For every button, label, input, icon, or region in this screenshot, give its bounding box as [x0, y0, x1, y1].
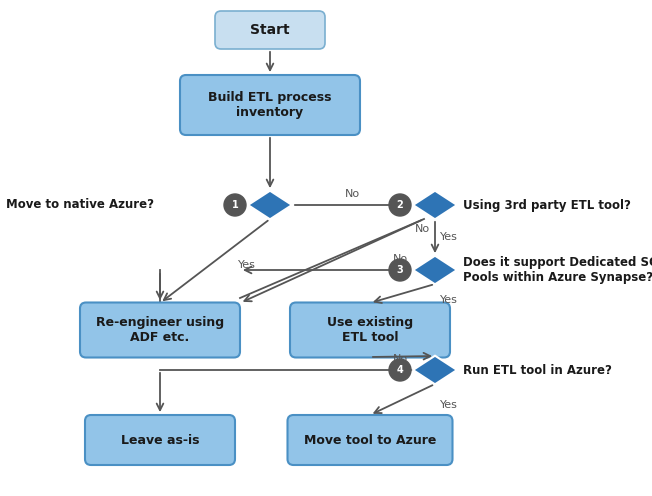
- Text: Build ETL process
inventory: Build ETL process inventory: [208, 91, 332, 119]
- Text: Yes: Yes: [440, 295, 458, 305]
- Text: Yes: Yes: [238, 260, 256, 270]
- Polygon shape: [413, 190, 457, 219]
- FancyBboxPatch shape: [290, 303, 450, 358]
- Text: Run ETL tool in Azure?: Run ETL tool in Azure?: [463, 364, 612, 376]
- Text: 4: 4: [396, 365, 404, 375]
- Text: No: No: [393, 254, 408, 264]
- Text: Move to native Azure?: Move to native Azure?: [6, 198, 154, 211]
- Circle shape: [389, 194, 411, 216]
- Text: No: No: [415, 224, 430, 234]
- Text: Yes: Yes: [440, 400, 458, 410]
- Polygon shape: [413, 356, 457, 384]
- Text: Re-engineer using
ADF etc.: Re-engineer using ADF etc.: [96, 316, 224, 344]
- FancyBboxPatch shape: [80, 303, 240, 358]
- Circle shape: [224, 194, 246, 216]
- Text: Move tool to Azure: Move tool to Azure: [304, 434, 436, 446]
- Text: Yes: Yes: [440, 232, 458, 242]
- Text: 3: 3: [396, 265, 404, 275]
- FancyBboxPatch shape: [215, 11, 325, 49]
- Text: Does it support Dedicated SQL
Pools within Azure Synapse?: Does it support Dedicated SQL Pools with…: [463, 256, 652, 284]
- Circle shape: [389, 359, 411, 381]
- Polygon shape: [413, 256, 457, 284]
- Text: 2: 2: [396, 200, 404, 210]
- Circle shape: [389, 259, 411, 281]
- Text: 1: 1: [231, 200, 239, 210]
- Text: No: No: [344, 189, 359, 199]
- FancyBboxPatch shape: [288, 415, 452, 465]
- Text: Leave as-is: Leave as-is: [121, 434, 200, 446]
- FancyBboxPatch shape: [85, 415, 235, 465]
- Text: Using 3rd party ETL tool?: Using 3rd party ETL tool?: [463, 198, 631, 211]
- Text: Use existing
ETL tool: Use existing ETL tool: [327, 316, 413, 344]
- FancyBboxPatch shape: [180, 75, 360, 135]
- Text: No: No: [393, 354, 408, 364]
- Polygon shape: [248, 190, 292, 219]
- Text: Start: Start: [250, 23, 289, 37]
